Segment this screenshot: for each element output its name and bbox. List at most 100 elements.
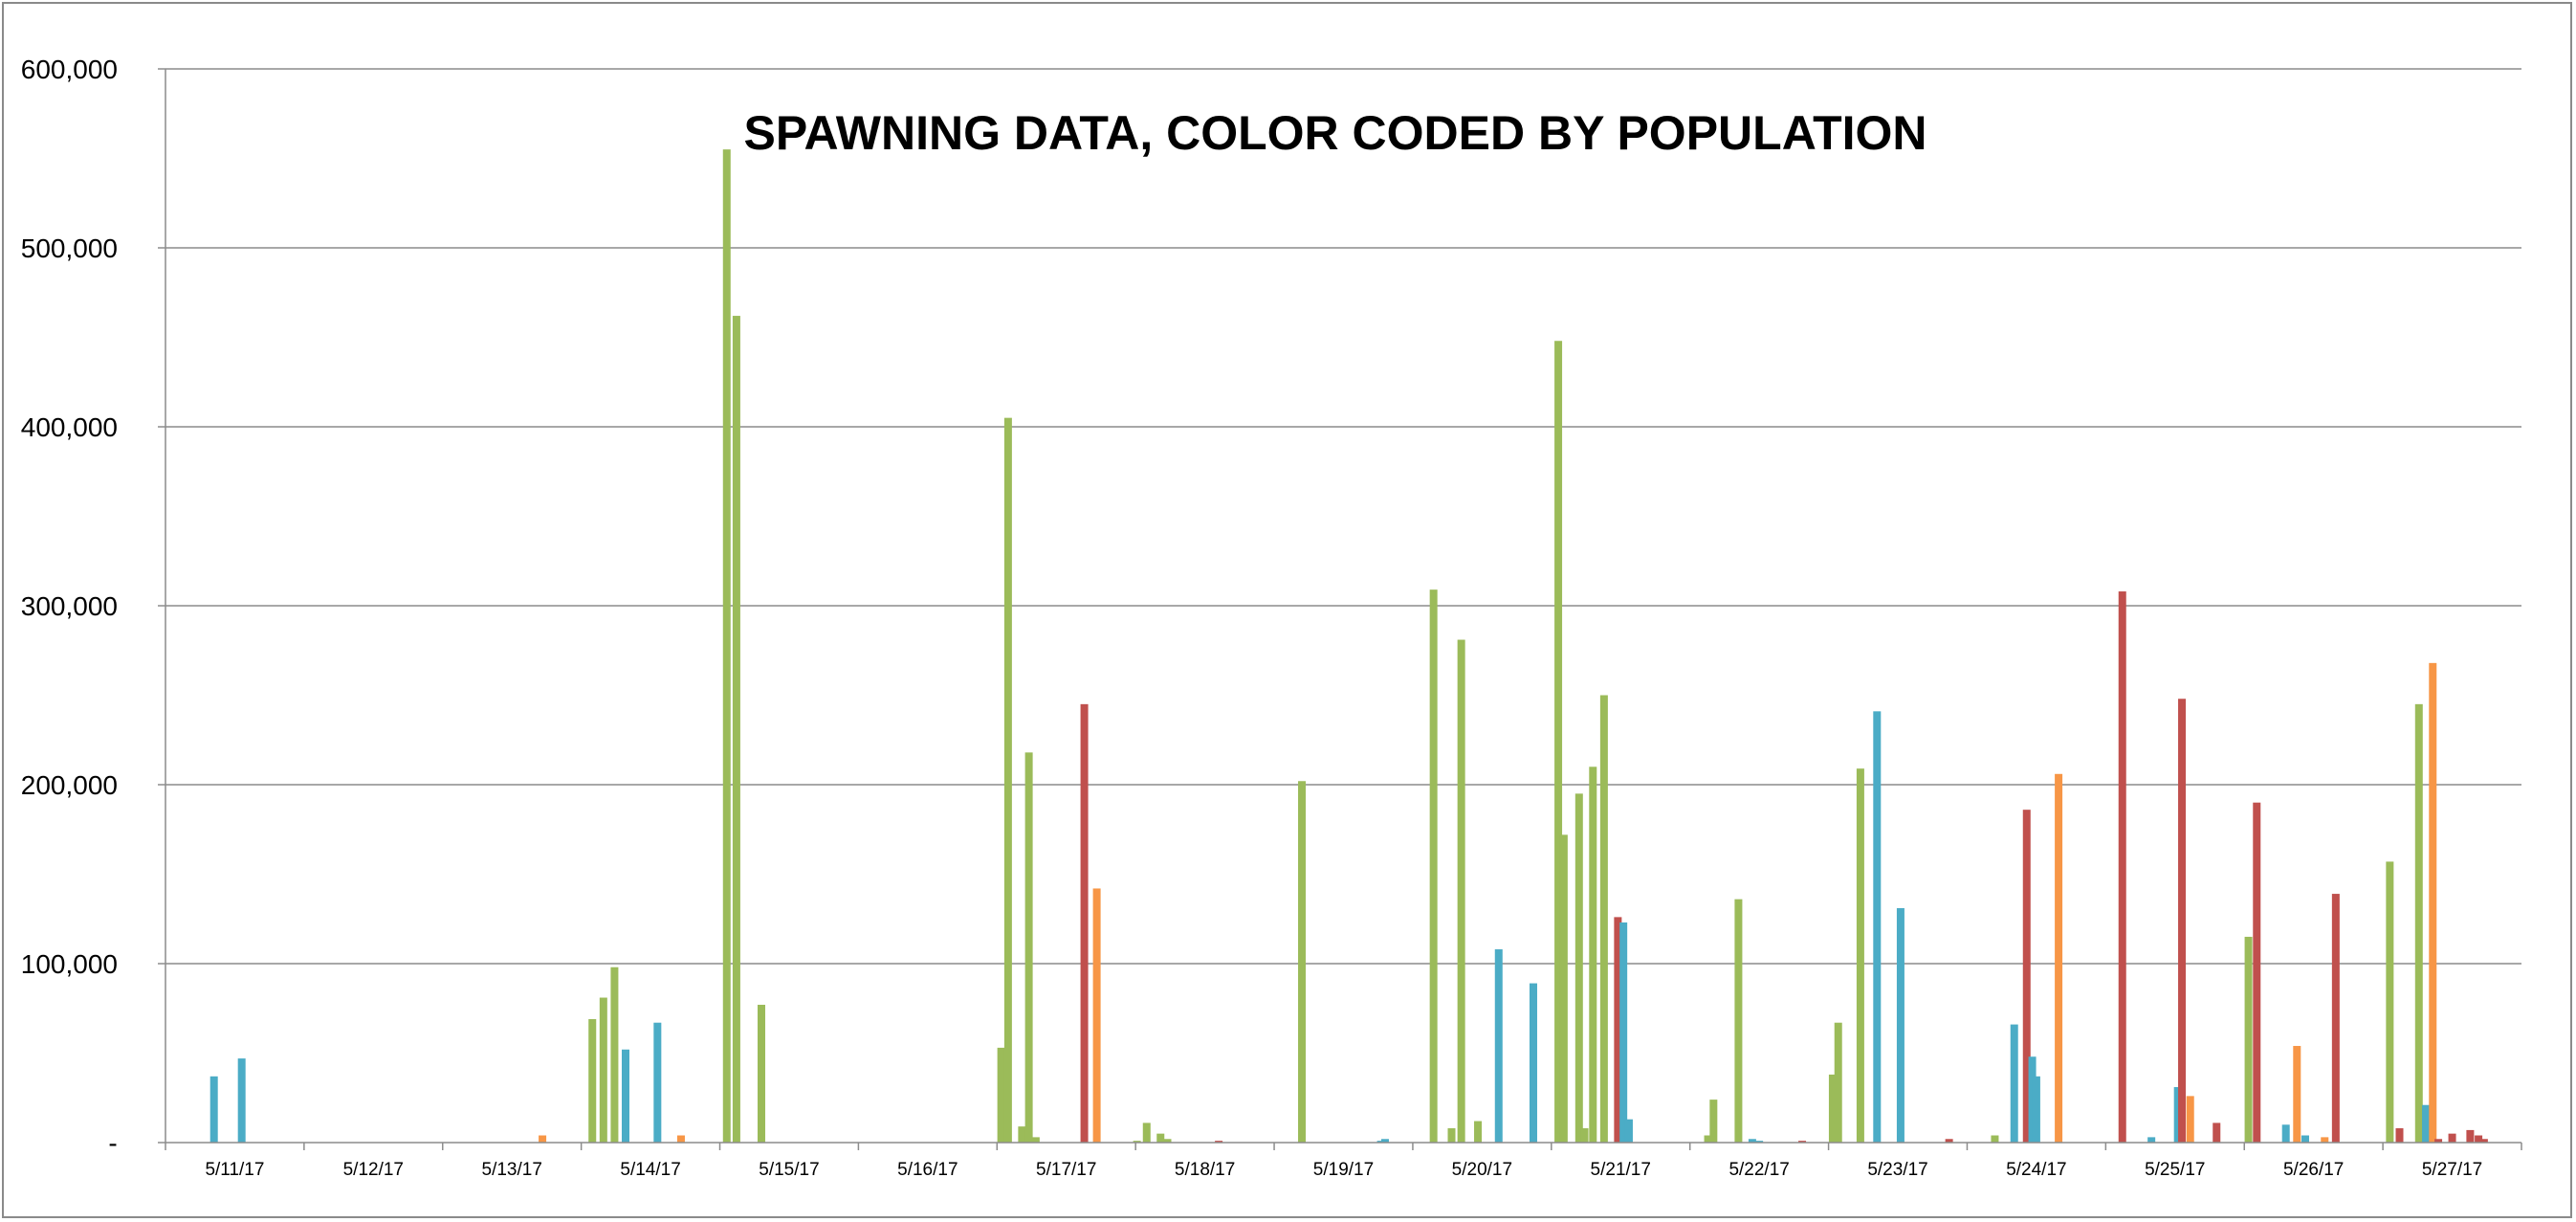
- y-tick-label: 500,000: [21, 233, 118, 263]
- axes: - 100,000 200,000 300,000 400,000 500,000 600,…: [21, 55, 2522, 1180]
- bar-red: [2178, 699, 2187, 1143]
- bar-green: [1991, 1135, 1999, 1143]
- x-tick-label: 5/26/17: [2283, 1160, 2344, 1180]
- bar-blue: [237, 1058, 246, 1143]
- x-tick-label: 5/11/17: [205, 1160, 264, 1180]
- bar-green: [722, 149, 731, 1143]
- bar-red: [1080, 703, 1089, 1143]
- bar-orange: [2186, 1096, 2194, 1143]
- bar-green: [599, 997, 607, 1143]
- bar-red: [2448, 1133, 2456, 1143]
- bar-red: [1945, 1139, 1953, 1143]
- bar-orange: [539, 1135, 547, 1143]
- bar-green: [1856, 768, 1864, 1143]
- bar-red: [2213, 1122, 2221, 1143]
- bar-blue: [2301, 1135, 2309, 1143]
- x-tick-label: 5/17/17: [1036, 1160, 1096, 1180]
- bar-green: [1024, 752, 1033, 1143]
- x-tick-label: 5/19/17: [1313, 1160, 1374, 1180]
- bar-blue: [2173, 1087, 2182, 1143]
- bar-green: [1133, 1141, 1141, 1143]
- gridlines: [165, 68, 2521, 965]
- bar-red: [2395, 1128, 2404, 1143]
- bar-green: [588, 1018, 597, 1143]
- bar-orange: [2321, 1137, 2329, 1143]
- bar-blue: [1380, 1139, 1389, 1143]
- bars: [209, 149, 2488, 1143]
- bar-red: [2475, 1135, 2483, 1143]
- bar-green: [1298, 781, 1307, 1143]
- x-tick-label: 5/27/17: [2422, 1160, 2482, 1180]
- bar-red: [1215, 1141, 1223, 1143]
- bar-blue: [1748, 1139, 1756, 1143]
- bar-red: [2331, 894, 2340, 1143]
- bar-green: [1704, 1135, 1712, 1143]
- bar-green: [1474, 1121, 1483, 1143]
- x-tick-label: 5/20/17: [1452, 1160, 1512, 1180]
- bar-green: [1163, 1139, 1172, 1143]
- bar-blue: [2032, 1076, 2040, 1143]
- bar-green: [2244, 936, 2253, 1143]
- bar-green: [610, 966, 619, 1143]
- bar-green: [1599, 695, 1608, 1143]
- bar-red: [2466, 1129, 2475, 1143]
- bar-blue: [2010, 1024, 2018, 1143]
- bar-blue: [2422, 1104, 2431, 1143]
- bar-blue: [1873, 711, 1882, 1143]
- y-tick-label: 100,000: [21, 949, 118, 979]
- bar-green: [2414, 703, 2423, 1143]
- bar-green: [1828, 1074, 1837, 1143]
- bar-blue: [653, 1022, 662, 1143]
- bar-green: [1142, 1122, 1151, 1143]
- y-tick-label: 300,000: [21, 591, 118, 621]
- bar-red: [2022, 810, 2031, 1143]
- bar-blue: [1624, 1119, 1633, 1143]
- y-tick-label: 200,000: [21, 770, 118, 800]
- bar-green: [1447, 1128, 1456, 1143]
- bar-orange: [1092, 888, 1101, 1143]
- x-tick-label: 5/12/17: [343, 1160, 404, 1180]
- bar-green: [2386, 861, 2394, 1143]
- x-tick-label: 5/15/17: [759, 1160, 819, 1180]
- bar-green: [1031, 1137, 1040, 1143]
- bar-green: [1574, 793, 1583, 1143]
- bar-green: [1156, 1133, 1165, 1143]
- x-tick-label: 5/16/17: [897, 1160, 958, 1180]
- y-tick-label: 400,000: [21, 412, 118, 442]
- bar-green: [1554, 341, 1563, 1143]
- bar-orange: [2293, 1046, 2301, 1143]
- bar-red: [1614, 917, 1622, 1143]
- y-tick-label: 600,000: [21, 55, 118, 84]
- bar-green: [1457, 639, 1465, 1143]
- bar-green: [1589, 767, 1597, 1143]
- bar-orange: [2429, 662, 2437, 1143]
- bar-green: [732, 316, 740, 1143]
- spawning-chart: - 100,000 200,000 300,000 400,000 500,000 600,…: [21, 55, 2522, 1180]
- bar-red: [2253, 802, 2261, 1143]
- bar-blue: [1619, 922, 1628, 1143]
- bar-green: [1429, 589, 1438, 1143]
- bar-blue: [1896, 908, 1904, 1143]
- bar-green: [1559, 834, 1568, 1143]
- chart-title: SPAWNING DATA, COLOR CODED BY POPULATION: [743, 106, 1926, 160]
- bar-green: [1580, 1128, 1589, 1143]
- bar-blue: [1755, 1141, 1764, 1143]
- bar-green: [1003, 417, 1012, 1143]
- bar-orange: [676, 1135, 685, 1143]
- bar-blue: [209, 1076, 218, 1143]
- bar-blue: [1494, 949, 1503, 1143]
- x-tick-label: 5/18/17: [1175, 1160, 1235, 1180]
- bar-green: [1018, 1126, 1026, 1143]
- bar-blue: [2147, 1137, 2156, 1143]
- bar-red: [2479, 1139, 2488, 1143]
- bar-orange: [2055, 773, 2063, 1143]
- bar-green: [757, 1005, 765, 1143]
- bar-blue: [2281, 1124, 2290, 1143]
- x-tick-label: 5/23/17: [1867, 1160, 1927, 1180]
- bar-green: [1834, 1022, 1842, 1143]
- x-tick-label: 5/25/17: [2145, 1160, 2205, 1180]
- x-tick-label: 5/13/17: [482, 1160, 542, 1180]
- bar-red: [2434, 1139, 2443, 1143]
- bar-blue: [1376, 1141, 1385, 1143]
